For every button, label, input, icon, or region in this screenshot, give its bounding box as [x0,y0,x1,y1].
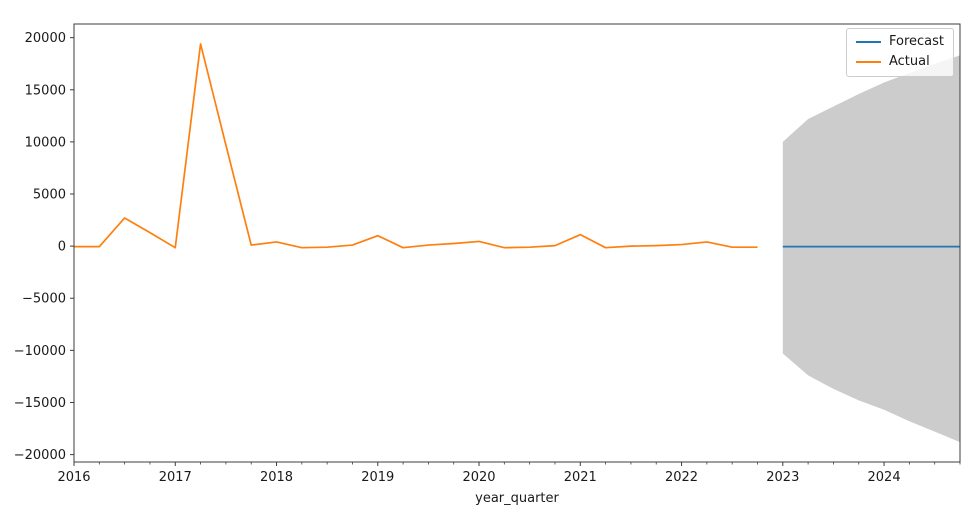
y-tick-label: 20000 [25,31,66,46]
actual-line [74,43,758,249]
x-axis-label: year_quarter [475,491,559,506]
actual-line-swatch [855,61,881,64]
y-tick-label: −20000 [14,448,66,463]
legend-label-actual: Actual [888,54,930,70]
y-tick-label: −5000 [22,292,66,307]
x-tick-label: 2021 [564,470,597,485]
x-tick-label: 2023 [766,470,799,485]
x-tick-label: 2024 [868,470,901,485]
legend-item-actual: Actual [855,54,944,70]
confidence-band [782,55,960,443]
forecast-line-swatch [855,41,881,44]
y-tick-label: 15000 [25,83,66,98]
y-tick-label: 0 [58,240,66,255]
legend-label-forecast: Forecast [888,34,944,49]
y-tick-label: 5000 [33,188,66,203]
legend: Forecast Actual [845,28,954,77]
x-tick-label: 2018 [260,470,293,485]
y-tick-label: −15000 [14,396,66,411]
x-tick-label: 2017 [159,470,192,485]
y-tick-label: −10000 [14,344,66,359]
x-tick-label: 2020 [462,470,495,485]
x-tick-label: 2016 [57,470,90,485]
x-tick-label: 2019 [361,470,394,485]
legend-item-forecast: Forecast [855,34,944,49]
x-tick-label: 2022 [665,470,698,485]
y-tick-label: 10000 [25,135,66,150]
axes-spines [73,23,961,463]
